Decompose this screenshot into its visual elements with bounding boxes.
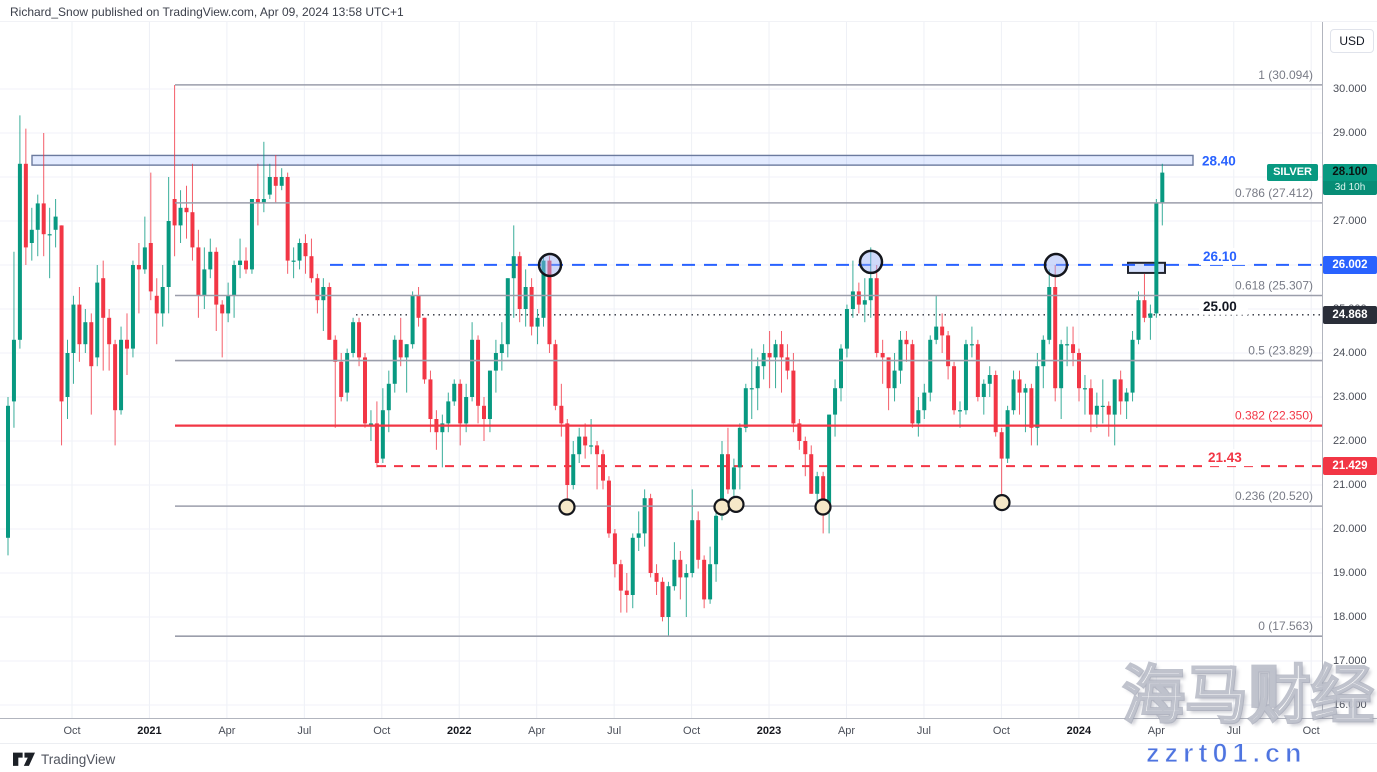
time-axis-label: Oct bbox=[63, 725, 81, 737]
touch-markers bbox=[537, 249, 1069, 516]
price-axis[interactable]: USD 30.00029.00028.00027.00026.00025.000… bbox=[1322, 22, 1377, 743]
price-tick-label: 24.000 bbox=[1333, 347, 1367, 359]
time-axis-label: Apr bbox=[218, 725, 236, 737]
fib-level-label: 0 (17.563) bbox=[1258, 619, 1313, 633]
attribution-text: Richard_Snow published on TradingView.co… bbox=[10, 5, 404, 19]
price-tick-label: 18.000 bbox=[1333, 611, 1367, 623]
time-axis-label: Jul bbox=[1226, 725, 1241, 737]
resistance-band bbox=[31, 154, 1194, 166]
line-price-badge-black: 24.868 bbox=[1323, 305, 1377, 324]
time-axis[interactable]: Oct 2021 Apr Jul Oct 2022 Apr Jul Oct 2023 Apr Jul O… bbox=[0, 718, 1377, 744]
time-axis-label: Oct bbox=[1302, 725, 1320, 737]
price-tick-label: 20.000 bbox=[1333, 523, 1367, 535]
line-price-badge-blue: 26.002 bbox=[1323, 255, 1377, 274]
price-tick-label: 29.000 bbox=[1333, 127, 1367, 139]
resistance-touch-circle bbox=[1043, 252, 1069, 278]
support-touch-circle bbox=[814, 498, 832, 516]
price-tick-label: 22.000 bbox=[1333, 435, 1367, 447]
tradingview-logo[interactable]: TradingView bbox=[13, 751, 115, 767]
support-touch-circle bbox=[558, 498, 576, 516]
time-axis-label: Apr bbox=[1147, 725, 1165, 737]
support-touch-circle bbox=[713, 498, 731, 516]
price-tick-label: 16.000 bbox=[1333, 699, 1367, 711]
time-axis-label: 2021 bbox=[137, 725, 162, 737]
support-touch-circle bbox=[993, 494, 1011, 512]
time-axis-label: Oct bbox=[683, 725, 701, 737]
currency-toggle-button[interactable]: USD bbox=[1330, 29, 1374, 53]
line-price-badge-red: 21.429 bbox=[1323, 457, 1377, 476]
price-tick-label: 19.000 bbox=[1333, 567, 1367, 579]
time-axis-label: Apr bbox=[837, 725, 856, 737]
time-axis-label: 2023 bbox=[756, 725, 782, 737]
fib-level-label: 0.618 (25.307) bbox=[1235, 278, 1313, 292]
time-axis-label: Jul bbox=[607, 725, 622, 737]
time-axis-label: Jul bbox=[916, 725, 931, 737]
price-box-annotation bbox=[1127, 261, 1166, 274]
price-line-label: 25.00 bbox=[1203, 299, 1237, 314]
resistance-touch-circle bbox=[858, 249, 884, 275]
fib-level-label: 0.236 (20.520) bbox=[1235, 489, 1313, 503]
footer-bar: TradingView bbox=[0, 743, 1377, 772]
price-tick-label: 27.000 bbox=[1333, 215, 1367, 227]
tradingview-logo-text: TradingView bbox=[41, 751, 116, 767]
top-divider bbox=[0, 21, 1377, 22]
price-line-label: 28.40 bbox=[1202, 153, 1236, 168]
fib-retracement: 1 (30.094) 0.786 (27.412) 0.618 (25.307) 0.… bbox=[175, 68, 1322, 638]
line-labels: 28.40 26.10 25.00 21.43 bbox=[1198, 152, 1253, 467]
fib-level-label: 0.382 (22.350) bbox=[1235, 409, 1313, 423]
price-line-label: 26.10 bbox=[1203, 249, 1237, 264]
bar-countdown: 3d 10h bbox=[1323, 181, 1377, 196]
price-chart-svg[interactable]: 1 (30.094) 0.786 (27.412) 0.618 (25.307) 0.… bbox=[0, 0, 1322, 718]
time-axis-label: 2024 bbox=[1066, 725, 1092, 737]
fib-level-label: 1 (30.094) bbox=[1258, 68, 1313, 82]
time-axis-label: Jul bbox=[297, 725, 312, 737]
time-axis-label: 2022 bbox=[447, 725, 472, 737]
price-tick-label: 17.000 bbox=[1333, 655, 1367, 667]
fib-level-label: 0.786 (27.412) bbox=[1235, 186, 1313, 200]
price-tick-label: 21.000 bbox=[1333, 479, 1367, 491]
price-tick-label: 30.000 bbox=[1333, 83, 1367, 95]
last-price-value: 28.100 bbox=[1332, 166, 1368, 179]
time-axis-label: Oct bbox=[992, 725, 1010, 737]
resistance-touch-circle bbox=[537, 252, 563, 278]
support-touch-circle bbox=[727, 495, 745, 513]
grid-lines bbox=[0, 22, 1322, 718]
price-tick-label: 23.000 bbox=[1333, 391, 1367, 403]
time-axis-label: Apr bbox=[528, 725, 546, 737]
tradingview-logo-icon bbox=[13, 752, 35, 766]
fib-level-label: 0.5 (23.829) bbox=[1248, 344, 1313, 358]
symbol-name-badge: SILVER bbox=[1267, 164, 1318, 182]
price-line-label: 21.43 bbox=[1208, 450, 1242, 465]
time-axis-label: Oct bbox=[373, 725, 391, 737]
last-price-badge: 28.100 3d 10h bbox=[1323, 164, 1377, 196]
candlestick-series bbox=[6, 85, 1165, 637]
